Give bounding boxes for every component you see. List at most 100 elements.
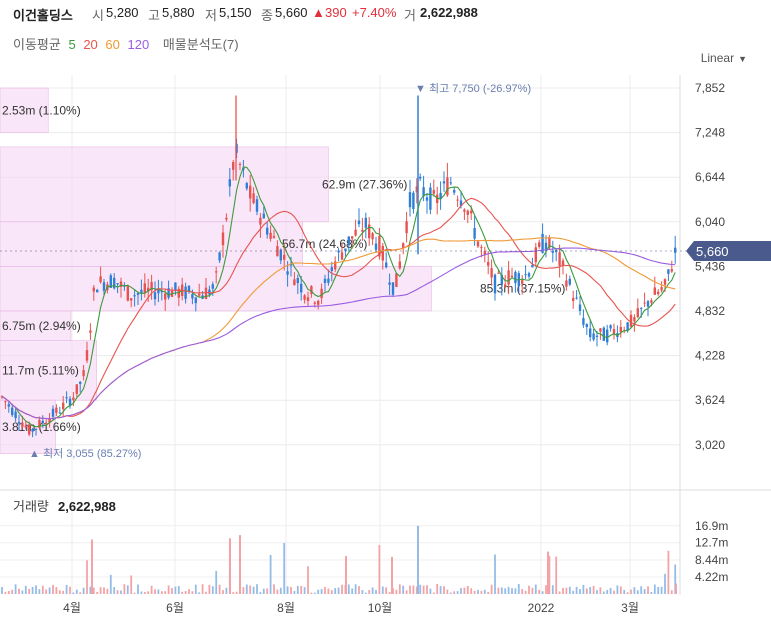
candle-body [490,268,493,278]
candle-body [497,272,500,274]
volume-profile: 2.53m (1.10%) 62.9m (27.36%) 56.7m (24.68%… [0,87,565,454]
volume-bar [521,588,524,594]
candle-body [99,276,102,283]
candle-body [187,285,191,292]
candle-body [507,270,510,285]
candle-body [402,243,405,249]
volume-bar [1,587,3,594]
volume-profile-label[interactable]: 매물분석도(7) [162,37,239,52]
volume-bar [354,584,357,594]
candle-body [82,370,85,377]
candle-body [45,422,48,425]
candle-body [296,278,299,284]
volume-bar [69,586,71,594]
candle-body [446,177,449,196]
candle-body [480,247,483,249]
volume-bar [575,586,578,594]
volume-bar [266,588,269,594]
scale-dropdown[interactable]: Linear ▼ [701,51,747,65]
volume-bar [541,591,544,594]
volume-bar [606,589,609,594]
volume-bar [38,589,41,594]
candle-body [48,418,51,423]
candle-body [453,190,456,193]
candle-body [643,302,646,304]
volume-label: 거 [404,8,416,23]
volume-bar [613,590,615,594]
volume-bar [269,554,272,594]
profile-block [0,221,303,267]
volume-bar [531,587,534,594]
volume-bar [643,589,646,594]
candle-body [449,182,452,184]
time-tick-label: 8월 [277,601,295,615]
candle-body [429,187,432,210]
candle-body [266,227,269,235]
volume-bar [52,584,54,594]
candle-body [327,278,330,283]
volume-bar [409,585,411,594]
volume-bar [562,587,564,594]
volume-bar [276,589,279,594]
candle-body [317,300,320,305]
candle-body [232,162,235,170]
volume-tick-label: 8.44m [695,553,728,567]
candle-body [640,307,643,309]
volume-bar [167,585,170,594]
change-value: 390 [325,5,347,20]
volume-bar [184,591,187,594]
candle-body [510,275,514,278]
profile-label: 3.81m (1.66%) [2,420,81,434]
scale-mode: Linear [700,51,735,65]
candle-body [544,242,548,250]
volume-bar [375,590,377,594]
candle-body [344,248,347,251]
volume-bar [545,585,547,594]
candle-body [487,262,490,266]
candle-body [534,247,537,263]
profile-block [0,146,329,223]
ma-5-line [1,166,676,428]
volume-bar [623,589,626,594]
volume-bar [466,585,469,594]
candle-body [646,301,650,307]
volume-bar [171,588,173,594]
volume-bar [371,587,374,594]
volume-bar [364,592,367,594]
volume-bar [477,589,479,594]
volume-bar [483,589,486,594]
candle-body [483,251,486,255]
candle-body [75,384,78,394]
volume-bar [75,589,78,594]
volume-bar [232,592,235,594]
candle-body [473,228,476,239]
moving-average-legend[interactable]: 이동평균 5 20 60 120 매물분석도(7) [13,34,243,53]
candle-body [279,249,282,261]
volume-bar [208,584,211,594]
volume-bar [494,554,496,594]
volume-bar [347,584,350,594]
candle-body [255,199,259,212]
time-tick-label: 2022 [528,601,555,615]
candle-body [140,289,143,293]
candle-body [143,283,146,293]
volume-bar [667,550,670,594]
volume-bar [303,587,306,594]
candle-body [493,274,497,294]
volume-bar [225,587,228,594]
volume-bar [24,585,27,594]
volume-bar [96,591,99,594]
volume-bar [602,591,605,594]
candle-body [136,292,140,295]
open-value: 5,280 [106,5,139,20]
candle-body [177,288,180,298]
candle-body [102,282,106,291]
candle-body [466,210,469,215]
candle-body [660,287,663,291]
volume-bar [58,590,61,594]
candle-body [153,292,157,300]
volume-bar [432,592,435,594]
chevron-down-icon: ▼ [738,54,747,64]
volume-title: 거래량 [13,499,49,514]
